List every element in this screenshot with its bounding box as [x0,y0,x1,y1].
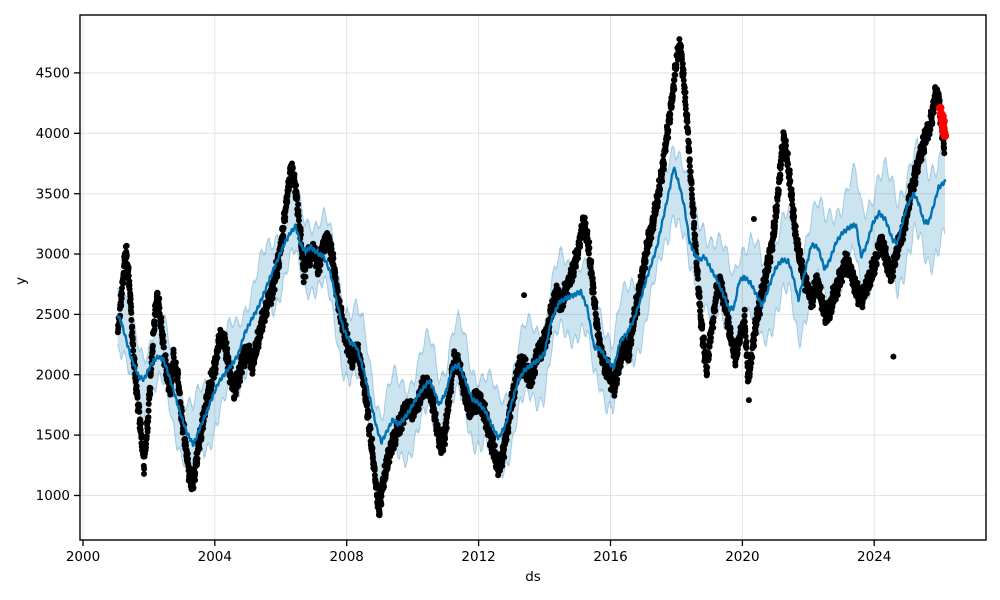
x-axis-label: ds [525,569,541,585]
axes-frame [74,14,987,546]
forecast-line [116,166,947,448]
highlight-points [935,103,950,140]
y-axis-label: y [13,277,29,285]
uncertainty-band [117,136,946,487]
